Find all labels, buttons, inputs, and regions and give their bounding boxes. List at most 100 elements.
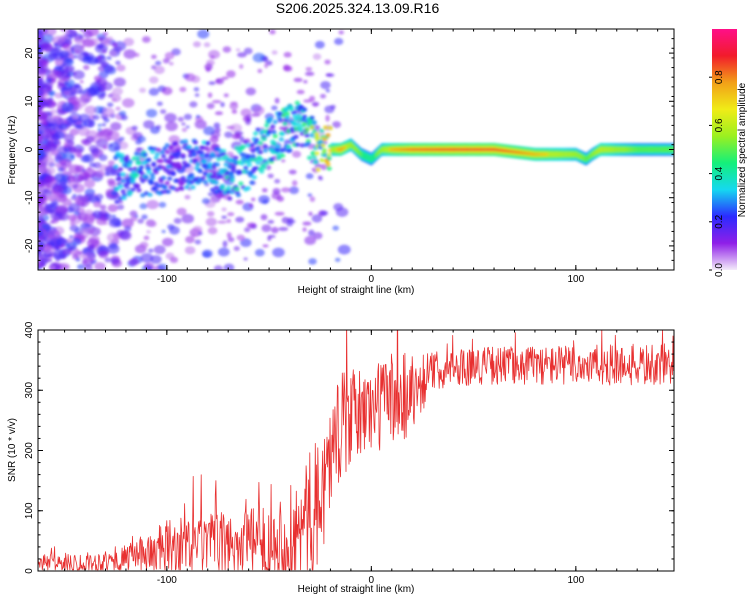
noise-blob (107, 93, 113, 98)
noise-blob (111, 259, 122, 268)
noise-blob (39, 92, 45, 96)
ridge-blob (238, 181, 244, 186)
ridge-band (456, 148, 458, 151)
ridge-band (657, 147, 659, 152)
noise-blob (83, 226, 95, 236)
noise-blob (181, 122, 186, 126)
ridge-band (667, 147, 669, 152)
ridge-blob (315, 167, 321, 172)
noise-blob (49, 237, 62, 248)
noise-blob (38, 29, 43, 36)
noise-blob (207, 226, 218, 235)
ridge-blob (164, 180, 170, 186)
spectrogram-blobs (38, 29, 674, 270)
snr-y-tick-label: 100 (24, 502, 35, 519)
spectrogram-y-tick-label: 10 (24, 95, 35, 107)
ridge-blob (194, 145, 200, 151)
ridge-blob (219, 185, 226, 191)
ridge-band (458, 148, 461, 151)
ridge-band (532, 153, 534, 155)
noise-blob (110, 122, 122, 131)
ridge-blob (321, 148, 327, 153)
noise-blob (101, 123, 107, 127)
ridge-band (471, 148, 473, 151)
ridge-band (642, 147, 645, 152)
noise-blob (47, 229, 61, 240)
ridge-blob (225, 185, 232, 191)
noise-blob (42, 130, 53, 139)
colorbar-tick-label: 0.4 (714, 166, 725, 180)
ridge-band (565, 151, 567, 157)
ridge-band (338, 148, 340, 151)
noise-blob (38, 175, 42, 180)
ridge-band (518, 151, 521, 154)
ridge-band (420, 148, 423, 151)
noise-blob (44, 166, 56, 176)
ridge-band (613, 147, 615, 152)
ridge-band (390, 148, 392, 151)
noise-blob (271, 50, 278, 55)
ridge-band (467, 148, 469, 151)
noise-blob (120, 114, 128, 121)
noise-blob (261, 224, 272, 233)
ridge-band (424, 148, 426, 151)
ridge-band (559, 151, 561, 157)
snr-x-tick-label: 0 (369, 575, 375, 586)
ridge-band (452, 148, 454, 151)
ridge-blob (314, 132, 320, 137)
noise-blob (278, 226, 289, 232)
noise-blob (194, 239, 202, 245)
noise-blob (137, 135, 146, 143)
snr-panel: -100 0 100 0 100 200 300 400 Height of straight… (7, 321, 675, 595)
ridge-blob (140, 193, 146, 198)
noise-blob (83, 168, 97, 178)
noise-blob (67, 179, 79, 188)
snr-series-line (38, 330, 674, 571)
noise-blob (274, 178, 281, 184)
ridge-band (463, 148, 465, 151)
noise-blob (107, 142, 121, 153)
ridge-band (566, 151, 569, 157)
ridge-band (496, 148, 499, 151)
ridge-band (490, 148, 492, 151)
noise-blob (86, 29, 99, 37)
ridge-blob (304, 133, 310, 138)
spectrogram-y-tick-label: 20 (24, 47, 35, 59)
noise-blob (144, 262, 155, 270)
ridge-band (607, 147, 609, 152)
ridge-band (402, 148, 404, 151)
ridge-band (608, 147, 610, 152)
ridge-band (474, 148, 477, 151)
ridge-blob (260, 129, 266, 134)
ridge-band (418, 148, 420, 151)
ridge-blob (255, 146, 261, 151)
noise-blob (61, 102, 75, 112)
ridge-blob (203, 146, 210, 151)
ridge-blob (133, 172, 140, 178)
ridge-blob (230, 165, 237, 171)
noise-blob (83, 260, 88, 264)
noise-blob (307, 193, 313, 197)
ridge-band (552, 151, 554, 157)
ridge-blob (229, 174, 235, 180)
noise-blob (325, 114, 330, 122)
noise-blob (45, 194, 55, 202)
ridge-band (653, 147, 656, 152)
noise-blob (276, 195, 285, 202)
ridge-band (375, 152, 377, 158)
ridge-blob (277, 117, 283, 122)
noise-blob (38, 111, 49, 120)
ridge-band (337, 148, 339, 151)
ridge-blob (156, 147, 162, 153)
noise-blob (62, 57, 74, 67)
ridge-band (638, 147, 640, 152)
noise-blob (68, 146, 77, 153)
noise-blob (192, 225, 203, 234)
noise-blob (99, 204, 107, 210)
noise-blob (332, 121, 342, 129)
noise-blob (192, 41, 201, 48)
noise-blob (330, 104, 336, 110)
noise-blob (154, 65, 165, 75)
noise-blob (48, 265, 56, 270)
noise-blob (146, 108, 158, 118)
